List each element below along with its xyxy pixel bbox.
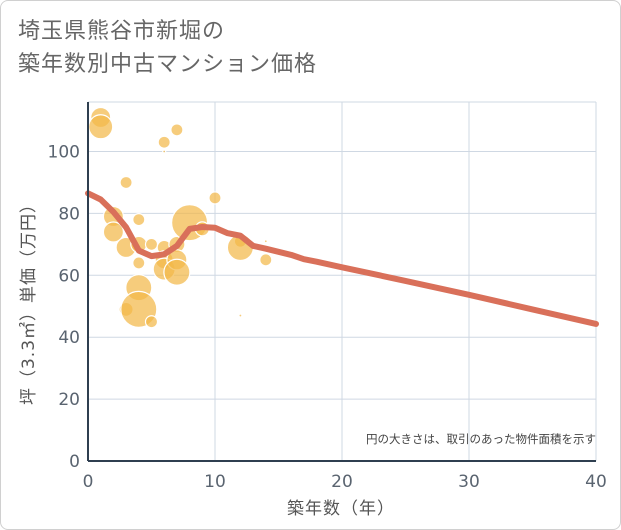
y-tick-label: 20 bbox=[58, 390, 80, 410]
y-axis-label: 坪（3.3㎡）単価（万円） bbox=[19, 195, 39, 405]
title-line-1: 埼玉県熊谷市新堀の bbox=[18, 19, 226, 44]
data-bubble bbox=[132, 256, 146, 270]
x-tick-label: 20 bbox=[331, 472, 353, 492]
data-bubble bbox=[144, 237, 159, 251]
y-tick-label: 0 bbox=[69, 452, 80, 472]
x-tick-label: 40 bbox=[585, 472, 607, 492]
data-bubble bbox=[163, 258, 191, 286]
data-bubble bbox=[144, 315, 159, 329]
data-bubble bbox=[259, 253, 273, 267]
data-bubble bbox=[102, 221, 125, 243]
chart-title: 埼玉県熊谷市新堀の 築年数別中古マンション価格 bbox=[18, 15, 518, 81]
data-bubble bbox=[170, 123, 184, 137]
bubble-layer bbox=[88, 106, 273, 329]
y-tick-label: 40 bbox=[58, 328, 80, 348]
x-axis-label: 築年数（年） bbox=[287, 499, 395, 519]
x-tick-label: 30 bbox=[458, 472, 480, 492]
x-tick-label: 0 bbox=[83, 472, 94, 492]
data-bubble bbox=[208, 191, 222, 205]
data-bubble bbox=[119, 175, 133, 190]
x-tick-label: 10 bbox=[204, 472, 226, 492]
trend-layer bbox=[85, 190, 599, 327]
title-line-2: 築年数別中古マンション価格 bbox=[18, 52, 318, 77]
grid-lines bbox=[88, 101, 597, 461]
data-bubble bbox=[263, 239, 268, 244]
data-bubble bbox=[162, 149, 167, 154]
trend-line bbox=[85, 190, 599, 327]
y-tick-label: 80 bbox=[58, 204, 80, 224]
y-tick-label: 100 bbox=[48, 143, 80, 163]
tick-labels: 0 20 40 60 80 100 0 10 20 30 40 bbox=[48, 143, 607, 492]
axes bbox=[87, 102, 596, 462]
data-bubble bbox=[88, 114, 114, 140]
bubble-size-note: 円の大きさは、取引のあった物件面積を示す bbox=[366, 432, 596, 446]
data-bubble bbox=[132, 213, 146, 227]
data-bubble bbox=[238, 313, 243, 318]
y-tick-label: 60 bbox=[58, 266, 80, 286]
data-bubble bbox=[157, 135, 171, 149]
